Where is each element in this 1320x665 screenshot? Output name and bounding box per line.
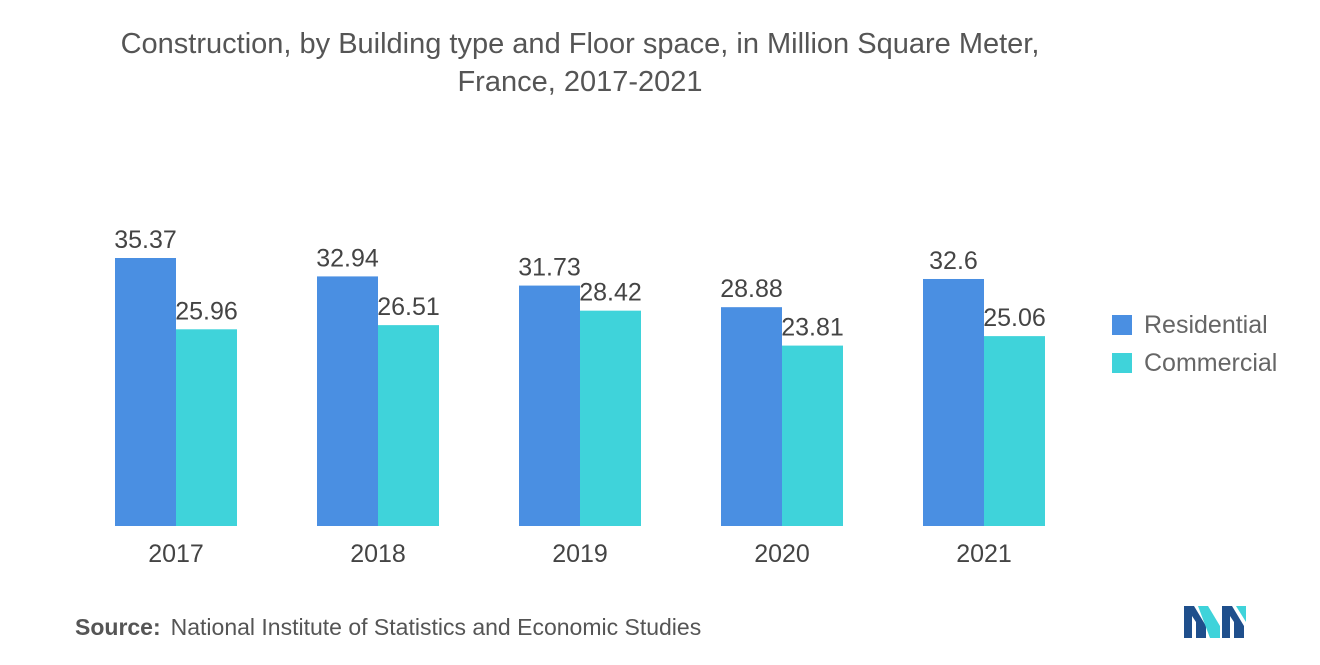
data-label-residential-2017: 35.37 <box>114 226 177 254</box>
data-label-commercial-2020: 23.81 <box>781 314 844 342</box>
legend-item-commercial[interactable]: Commercial <box>1112 344 1277 382</box>
x-tick-label-2017: 2017 <box>148 540 204 568</box>
mordor-intelligence-logo-icon <box>1184 606 1246 638</box>
bar-residential-2020[interactable] <box>721 307 782 526</box>
legend-swatch-commercial <box>1112 353 1132 373</box>
bar-residential-2021[interactable] <box>923 278 984 526</box>
x-tick-label-2021: 2021 <box>956 540 1012 568</box>
data-label-residential-2020: 28.88 <box>720 275 783 303</box>
source-note: Source: National Institute of Statistics … <box>75 614 701 641</box>
legend-swatch-residential <box>1112 315 1132 335</box>
bar-commercial-2019[interactable] <box>580 310 641 526</box>
x-tick-label-2018: 2018 <box>350 540 406 568</box>
data-label-residential-2021: 32.6 <box>929 247 978 275</box>
data-label-commercial-2021: 25.06 <box>983 304 1046 332</box>
chart-legend: Residential Commercial <box>1112 306 1277 382</box>
data-label-commercial-2018: 26.51 <box>377 293 440 321</box>
bar-commercial-2020[interactable] <box>782 345 843 526</box>
bar-residential-2019[interactable] <box>519 285 580 526</box>
legend-label-residential: Residential <box>1144 310 1268 339</box>
bar-commercial-2017[interactable] <box>176 329 237 526</box>
data-label-residential-2018: 32.94 <box>316 244 379 272</box>
bar-residential-2018[interactable] <box>317 276 378 526</box>
bar-residential-2017[interactable] <box>115 258 176 526</box>
legend-item-residential[interactable]: Residential <box>1112 306 1277 344</box>
bar-commercial-2021[interactable] <box>984 336 1045 526</box>
source-text: National Institute of Statistics and Eco… <box>170 614 702 640</box>
source-label: Source: <box>75 614 161 640</box>
legend-label-commercial: Commercial <box>1144 348 1278 377</box>
bar-commercial-2018[interactable] <box>378 325 439 526</box>
data-label-commercial-2019: 28.42 <box>579 279 642 307</box>
x-tick-label-2020: 2020 <box>754 540 810 568</box>
chart-title-line-1: Construction, by Building type and Floor… <box>120 28 1040 60</box>
data-label-commercial-2017: 25.96 <box>175 297 238 325</box>
data-label-residential-2019: 31.73 <box>518 254 581 282</box>
x-tick-label-2019: 2019 <box>552 540 608 568</box>
chart-title-line-2: France, 2017-2021 <box>457 66 703 98</box>
